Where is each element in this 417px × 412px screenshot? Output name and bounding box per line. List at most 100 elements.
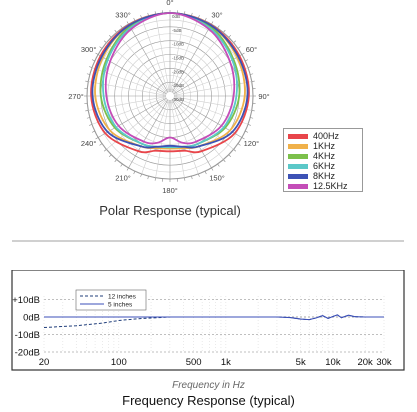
polar-tick	[237, 46, 241, 49]
legend-label: 8KHz	[313, 171, 336, 181]
polar-tick	[91, 130, 95, 133]
polar-spoke	[128, 23, 169, 93]
freq-frame-border	[11, 270, 405, 371]
polar-tick	[108, 154, 112, 158]
polar-spoke	[172, 32, 224, 94]
freq-legend-label: 12 inches	[108, 294, 137, 301]
freq-x-tick-label: 30k	[376, 357, 392, 368]
freq-x-axis-label: Frequency in Hz	[172, 380, 245, 391]
polar-tick	[211, 167, 214, 171]
polar-angle-label: 300°	[81, 45, 97, 54]
polar-spoke	[171, 99, 212, 169]
polar-legend: 400Hz 1KHz 4KHz 6KHz 8KHz 12.5KHz	[283, 128, 363, 192]
polar-spoke	[172, 42, 234, 94]
polar-tick	[95, 52, 99, 55]
polar-db-label: -20dB	[172, 69, 184, 74]
freq-x-tick-label: 10k	[325, 357, 341, 368]
polar-spoke	[170, 99, 185, 178]
polar-tick	[99, 143, 103, 146]
freq-legend-label: 5 inches	[108, 302, 133, 309]
polar-angle-label: 180°	[162, 186, 178, 195]
polar-tick	[108, 34, 112, 38]
polar-db-label: -30dB	[172, 97, 184, 102]
legend-item: 12.5KHz	[288, 181, 358, 191]
polar-tick	[126, 167, 129, 171]
polar-tick	[251, 80, 255, 82]
polar-db-label: -5dB	[172, 28, 182, 33]
polar-tick	[241, 52, 245, 55]
polar-series-12-5khz	[104, 12, 236, 145]
freq-x-tick-label: 500	[186, 357, 202, 368]
freq-series-group	[43, 314, 384, 328]
polar-db-label: -25dB	[172, 83, 184, 88]
polar-tick	[85, 110, 89, 112]
polar-response-chart: 0° 30° 60° 90° 120° 150° 180° 210° 240° 270° 300° 3…	[68, 0, 269, 195]
polar-db-label: -10dB	[172, 42, 184, 47]
polar-tick	[237, 143, 241, 146]
polar-tick	[86, 73, 90, 75]
polar-angle-label: 270°	[68, 92, 84, 101]
polar-spoke	[171, 17, 199, 93]
polar-tick	[184, 177, 186, 181]
polar-db-label: 0dB	[172, 14, 180, 19]
polar-tick	[241, 137, 245, 140]
legend-swatch	[288, 133, 308, 139]
polar-tick	[191, 176, 193, 180]
polar-spoke	[106, 42, 168, 94]
polar-spoke	[155, 14, 170, 93]
polar-spoke	[116, 32, 168, 94]
polar-angle-label: 60°	[246, 45, 257, 54]
polar-tick	[233, 40, 237, 43]
polar-db-label: -15dB	[172, 56, 184, 61]
polar-tick	[103, 40, 107, 43]
legend-item: 6KHz	[288, 161, 358, 171]
polar-spoke	[172, 98, 224, 160]
legend-swatch	[288, 143, 308, 149]
polar-tick	[223, 159, 226, 163]
polar-tick	[245, 59, 249, 62]
polar-tick	[86, 117, 90, 119]
polar-tick	[133, 171, 136, 175]
polar-tick	[120, 25, 123, 29]
polar-tick	[114, 159, 117, 163]
freq-y-tick-label: -20dB	[15, 348, 40, 359]
legend-label: 6KHz	[313, 161, 336, 171]
freq-chart-title: Frequency Response (typical)	[122, 393, 295, 408]
polar-angle-label: 90°	[258, 92, 269, 101]
polar-tick	[217, 163, 220, 167]
polar-angle-label: 330°	[115, 11, 131, 20]
polar-series-8khz	[91, 12, 249, 149]
polar-tick	[133, 17, 136, 21]
legend-item: 8KHz	[288, 171, 358, 181]
polar-tick	[247, 66, 251, 68]
freq-x-tick-label: 1k	[221, 357, 231, 368]
polar-labels: 0° 30° 60° 90° 120° 150° 180° 210° 240° 270° 300° 3…	[68, 0, 269, 195]
polar-angle-label: 150°	[209, 173, 225, 182]
polar-tick	[85, 80, 89, 82]
polar-angle-label: 240°	[81, 139, 97, 148]
freq-series-5-inches	[44, 314, 384, 321]
polar-caption: Polar Response (typical)	[99, 203, 241, 218]
legend-label: 400Hz	[313, 131, 340, 141]
freq-x-tick-label: 5k	[296, 357, 306, 368]
polar-tick	[95, 137, 99, 140]
polar-spoke	[88, 96, 167, 111]
legend-swatch	[288, 183, 308, 189]
polar-spoke	[128, 99, 169, 169]
polar-spoke	[141, 17, 169, 93]
freq-x-tick-label: 20	[39, 357, 50, 368]
polar-tick	[211, 21, 214, 25]
polar-series-group	[90, 12, 250, 154]
polar-tick	[204, 17, 207, 21]
polar-tick	[154, 177, 156, 181]
polar-tick	[250, 117, 254, 119]
polar-spoke	[116, 98, 168, 160]
polar-tick	[245, 130, 249, 133]
freq-legend-box	[75, 289, 147, 311]
polar-spoke	[171, 23, 212, 93]
polar-spoke	[173, 96, 252, 111]
polar-tick	[250, 73, 254, 75]
legend-label: 4KHz	[313, 151, 336, 161]
polar-tick	[99, 46, 103, 49]
